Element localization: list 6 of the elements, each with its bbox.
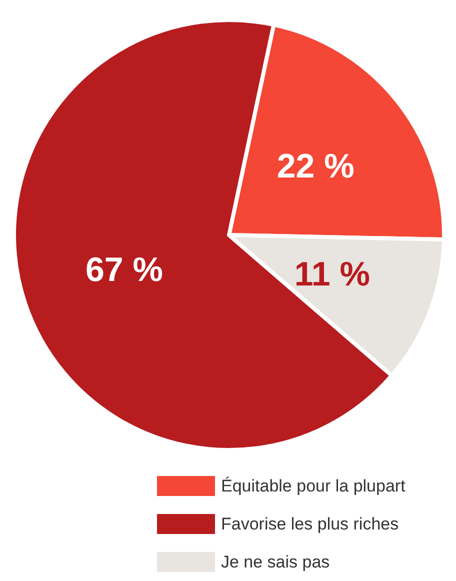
data-label: 67 % <box>86 251 164 290</box>
legend-label: Équitable pour la plupart <box>221 476 406 496</box>
legend-label: Je ne sais pas <box>221 552 330 572</box>
data-label: 22 % <box>276 147 354 186</box>
data-label: 11 % <box>294 256 370 294</box>
legend-label: Favorise les plus riches <box>221 514 399 534</box>
